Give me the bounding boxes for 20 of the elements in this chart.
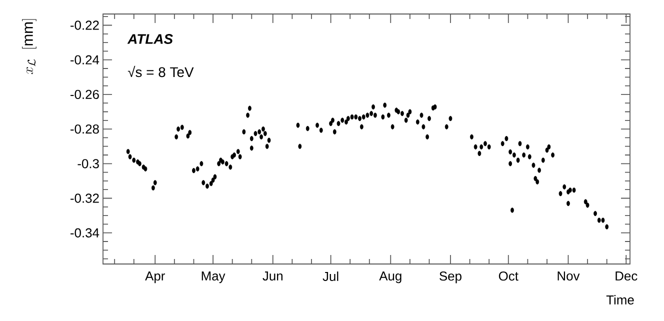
x-tick-label: Apr — [145, 272, 165, 284]
y-tick-label: -0.26 — [70, 90, 99, 100]
x-tick-label: Sep — [440, 272, 462, 284]
x-tick-label: May — [202, 272, 226, 284]
y-tick-label: -0.3 — [78, 159, 99, 168]
annotation: √s = 8 TeV — [128, 66, 194, 78]
y-tick-label: -0.28 — [70, 124, 99, 134]
annotation: ATLAS — [127, 34, 173, 44]
x-axis-title: Time — [606, 295, 634, 305]
y-axis-title: $x_{\mathcal{L}}\ \ [\mathrm{mm}]$ — [22, 19, 36, 74]
x-tick-label: Jun — [262, 272, 282, 281]
x-tick-label: Dec — [616, 272, 638, 281]
x-tick-label: Aug — [379, 272, 402, 284]
x-tick-label: Nov — [558, 272, 580, 281]
y-tick-label: -0.24 — [70, 55, 100, 64]
y-tick-label: -0.34 — [70, 228, 100, 238]
y-tick-label: -0.22 — [70, 20, 99, 30]
y-tick-label: -0.32 — [70, 194, 99, 203]
x-tick-label: Jul — [322, 272, 338, 282]
x-tick-label: Oct — [498, 272, 518, 281]
